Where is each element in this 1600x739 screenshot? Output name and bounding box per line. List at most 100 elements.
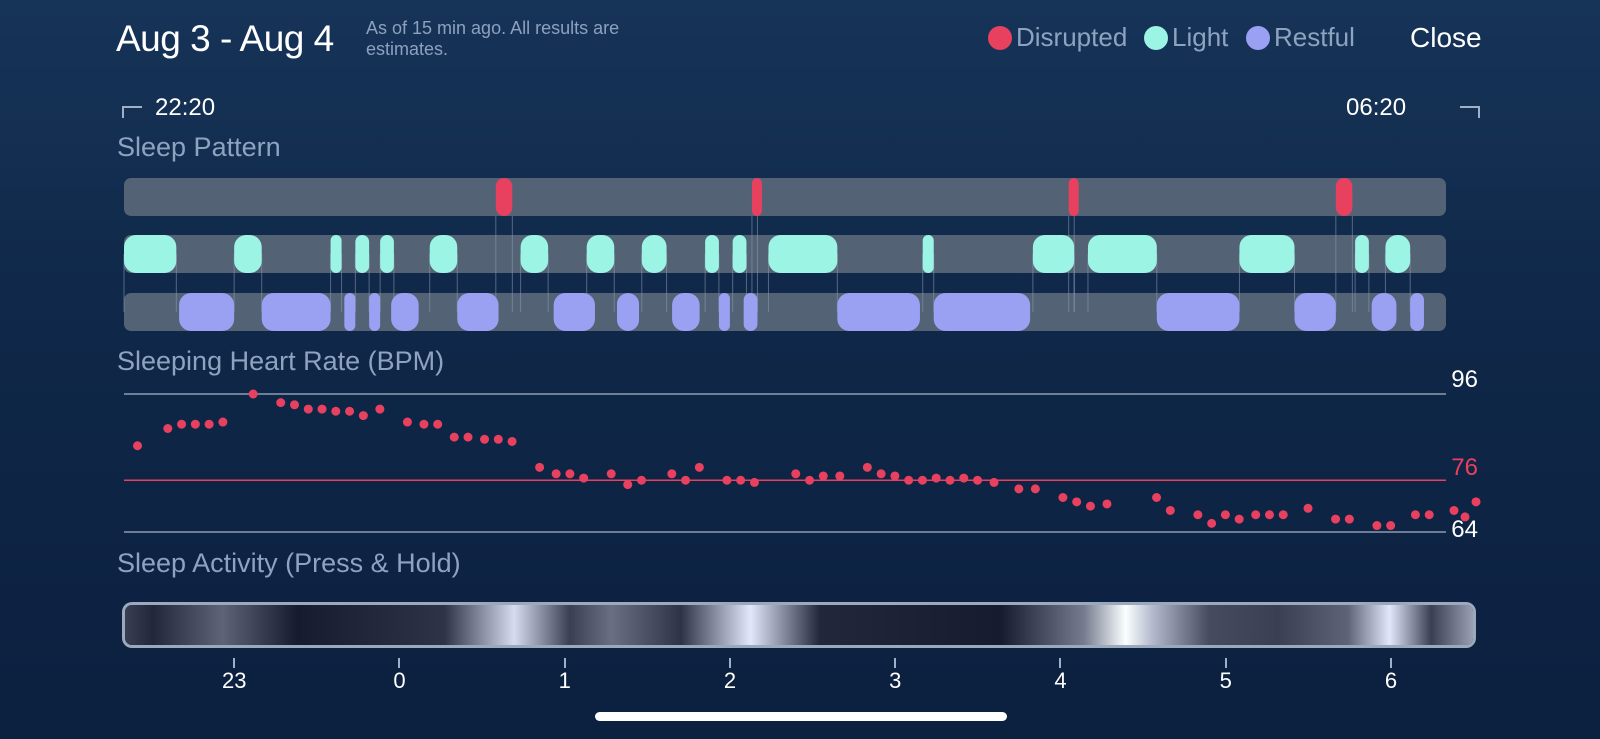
track-restful [124,293,1446,331]
hr-point [551,469,561,479]
legend-restful: Restful [1246,22,1355,53]
hr-point [1102,499,1112,509]
light-segment [1355,235,1369,273]
hr-point [667,469,677,479]
axis-tick-label: 4 [1054,668,1067,693]
axis-tick [1389,658,1392,668]
hr-point [535,462,545,472]
axis-tick-label: 5 [1219,668,1232,693]
hr-point [565,469,575,479]
hr-point [402,417,412,427]
restful-segment [553,293,595,331]
hr-point [1410,510,1420,520]
hr-point [637,475,647,485]
hr-point [248,389,258,399]
hr-point [163,424,173,433]
restful-segment [369,293,381,331]
disrupted-segment [751,178,762,216]
hr-point [1220,510,1230,520]
hr-point [375,404,385,414]
axis-tick-label: 0 [393,668,406,693]
disrupted-dot-icon [988,25,1012,50]
light-segment [1385,235,1411,273]
axis-tick [1224,658,1227,668]
light-segment [732,235,747,273]
home-indicator[interactable] [595,712,1007,721]
hr-point [1072,497,1082,507]
heart-rate-heading: Sleeping Heart Rate (BPM) [117,346,445,376]
hr-point [959,473,969,483]
axis-tick [894,658,897,668]
hr-point [303,404,313,414]
hr-point [945,475,955,485]
restful-segment [743,293,758,331]
legend-light: Light [1144,22,1228,53]
hr-max-label: 96 [1451,366,1478,393]
axis-tick [728,658,731,668]
sleep-activity-heading: Sleep Activity (Press & Hold) [117,548,461,578]
disrupted-segment [1335,178,1353,216]
light-segment [1032,235,1075,273]
hr-point [1152,493,1162,502]
hr-point [1030,484,1040,494]
end-bracket-icon [1460,106,1480,118]
hr-point [480,434,490,444]
light-segment [768,235,838,273]
light-segment [330,235,342,273]
hr-point [177,419,187,429]
hr-point [681,475,691,485]
axis-tick-label: 6 [1384,668,1398,693]
date-range-title: Aug 3 - Aug 4 [116,18,334,59]
hr-point [1344,514,1354,524]
heart-rate-chart [124,389,1481,533]
hr-point [989,477,999,487]
hr-point [904,475,914,485]
hr-point [1278,510,1288,520]
hr-point [419,419,429,429]
light-segment [1087,235,1157,273]
close-button[interactable]: Close [1410,22,1482,53]
restful-segment [1294,293,1336,331]
axis-tick [398,658,401,668]
restful-segment [344,293,356,331]
disrupted-segment [495,178,513,216]
hr-point [722,475,732,485]
hr-point [449,432,459,442]
light-segment [355,235,370,273]
hr-point [1058,493,1068,502]
hr-point [876,469,886,479]
light-segment [520,235,549,273]
restful-segment [457,293,499,331]
hr-point [1014,484,1024,494]
hr-point [1424,510,1434,520]
hr-point [204,419,214,429]
hr-point [1193,510,1203,520]
axis-tick-label: 3 [889,668,902,693]
hr-point [1085,501,1095,511]
hr-point [289,400,299,410]
hr-point [749,477,759,487]
hr-point [805,475,815,485]
hr-point [835,471,845,481]
light-segment [1239,235,1295,273]
restful-segment [837,293,920,331]
legend-disrupted: Disrupted [988,22,1127,53]
axis-tick [233,658,236,668]
light-segment [429,235,458,273]
light-segment [380,235,394,273]
hr-point [606,469,616,479]
start-bracket-icon [122,106,142,118]
hr-point [862,462,872,472]
hr-point [736,475,746,485]
legend-restful-label: Restful [1274,22,1355,52]
hr-point [973,475,983,485]
hr-point [1331,514,1341,524]
restful-segment [391,293,419,331]
hr-point [463,432,473,442]
hr-point [1460,512,1470,522]
legend-light-label: Light [1172,22,1229,52]
hr-point [1386,521,1396,531]
restful-segment [1156,293,1240,331]
sleep-activity-strip[interactable] [122,602,1476,648]
hr-point [1264,510,1274,520]
